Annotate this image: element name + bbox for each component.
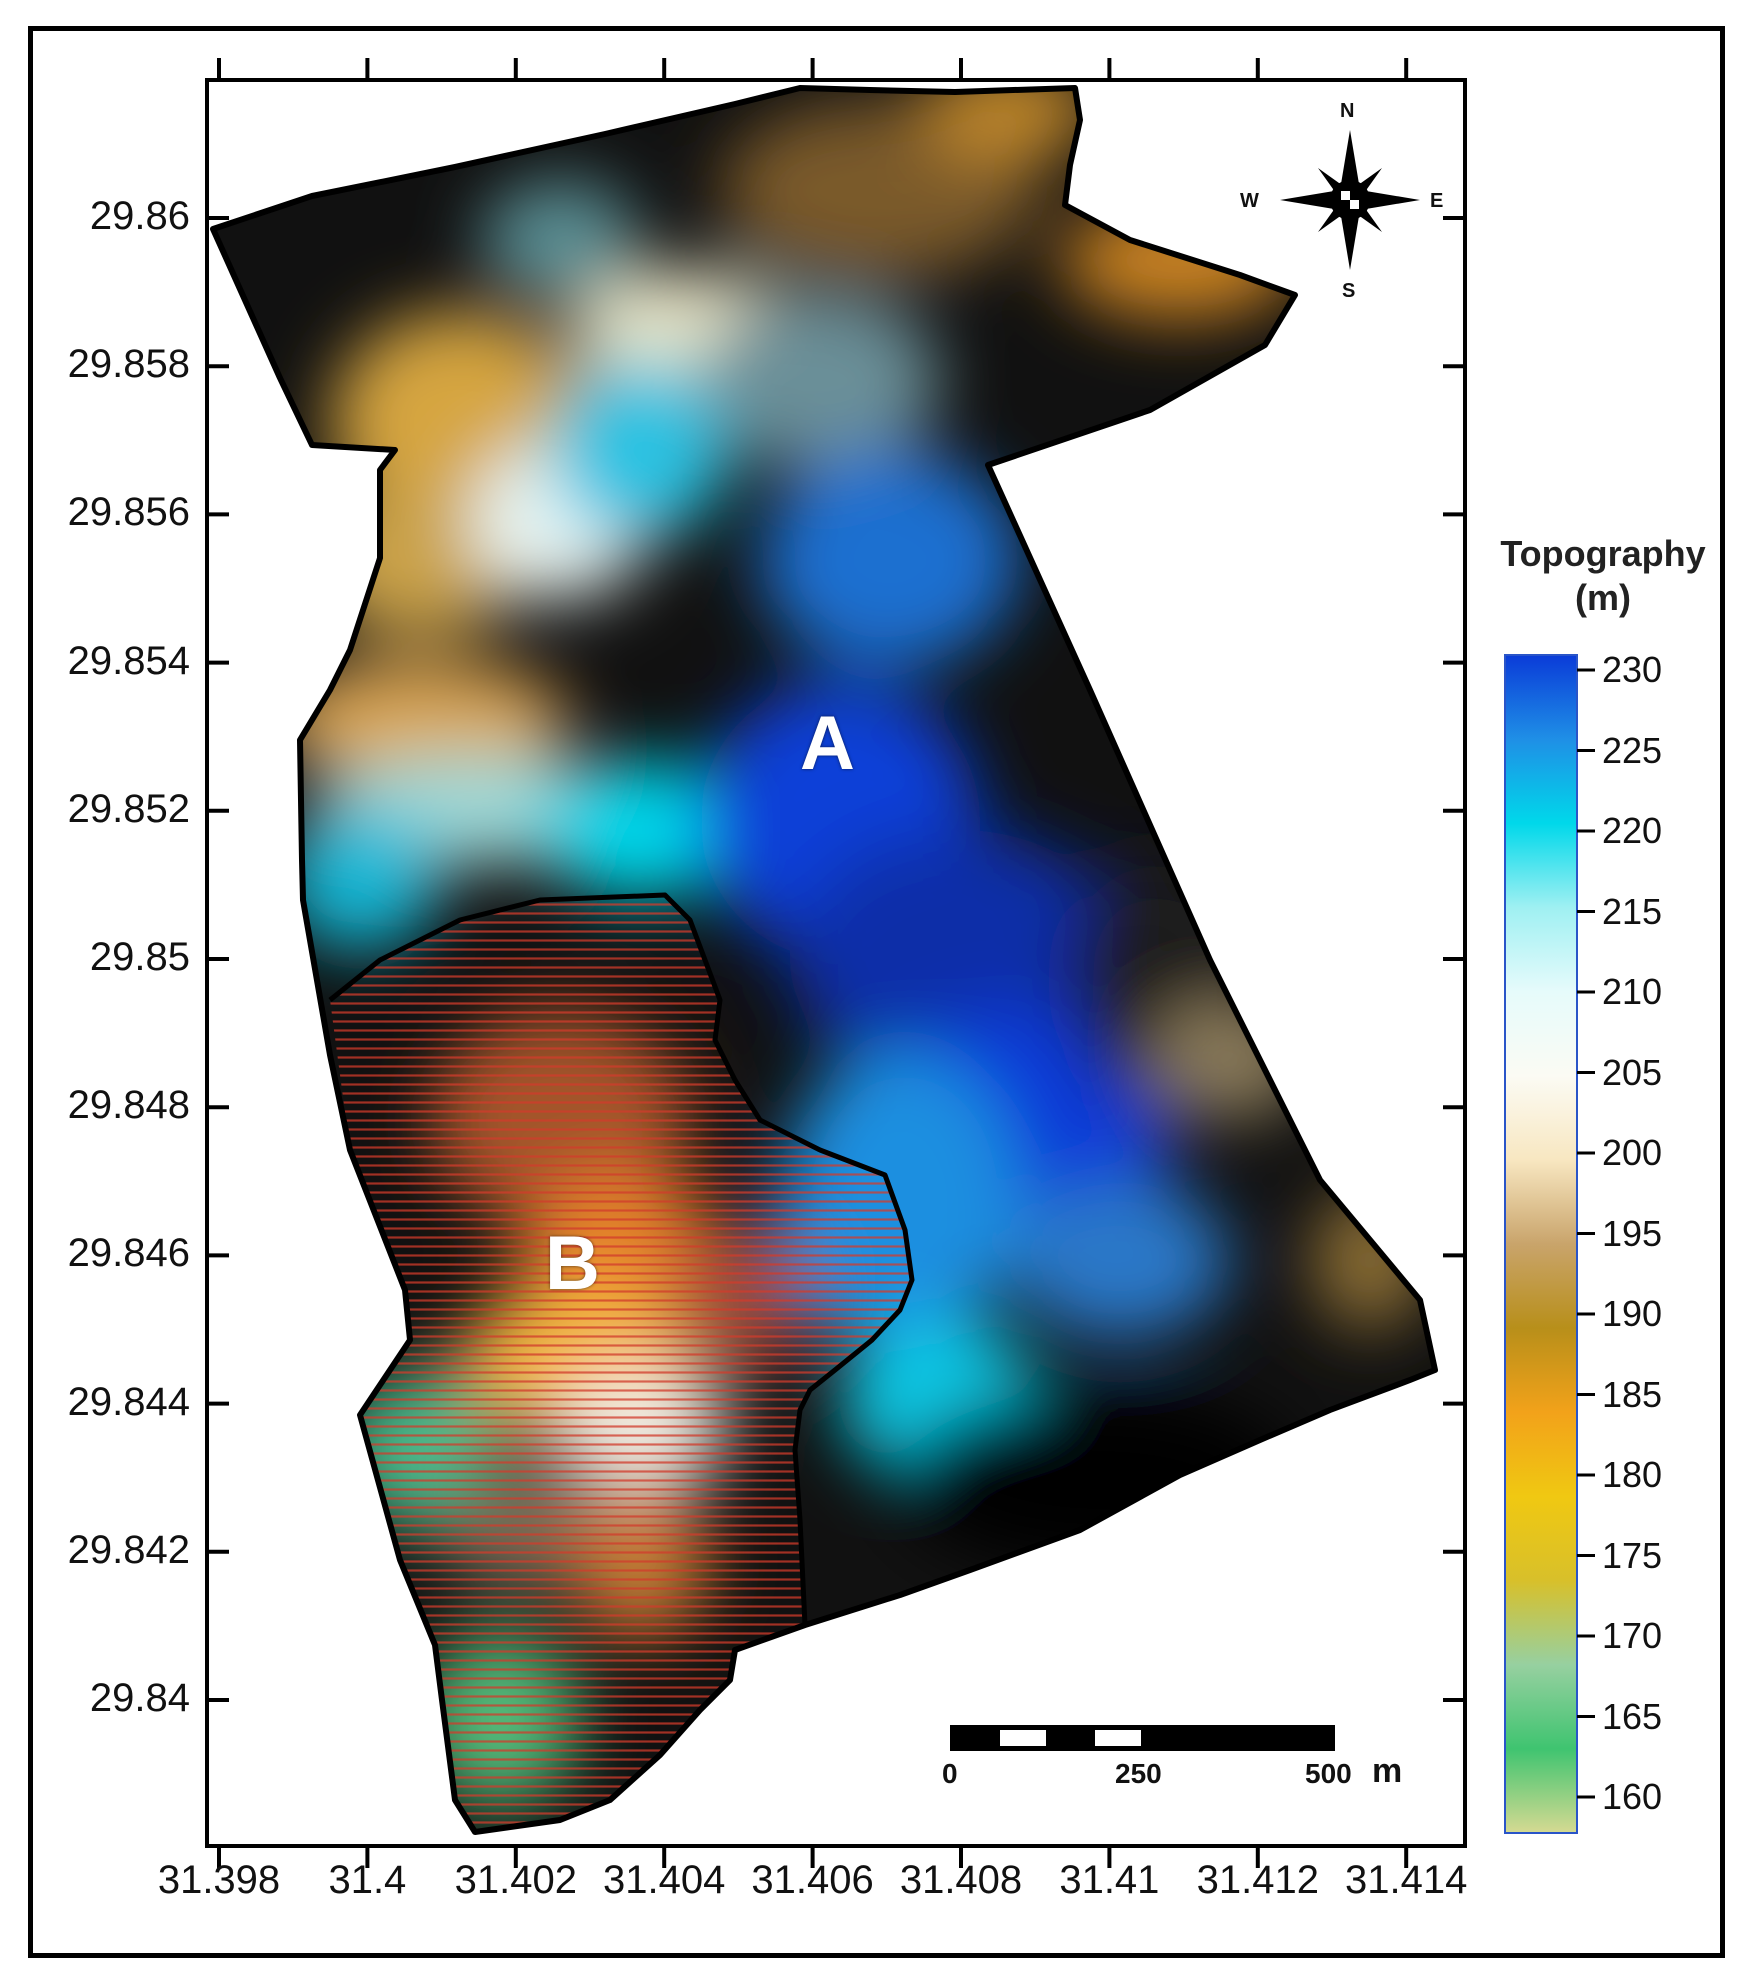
y-tick-label: 29.846 [67, 1231, 190, 1276]
colorbar-tick-label: 230 [1602, 649, 1663, 690]
y-tick-label: 29.84 [89, 1676, 190, 1720]
region-label-b: B [545, 1221, 600, 1306]
colorbar-ticks [1577, 668, 1595, 1799]
colorbar-tick-label: 195 [1602, 1212, 1663, 1254]
compass-north-label: N [1340, 100, 1355, 122]
x-tick-label: 31.406 [751, 1858, 874, 1902]
colorbar-tick-label: 170 [1602, 1615, 1663, 1656]
site-boundary [210, 85, 1438, 1835]
compass-east-label: E [1430, 190, 1444, 212]
y-tick-label: 29.856 [67, 490, 190, 535]
scale-label-250: 250 [1115, 1758, 1162, 1789]
scale-unit: m [1372, 1752, 1403, 1790]
region-b-boundary [328, 892, 915, 1626]
x-axis-ticks [217, 58, 1409, 1868]
legend-title-line1: Topography [1500, 533, 1706, 574]
colorbar-tick-label: 210 [1602, 971, 1663, 1012]
compass-west-label: W [1240, 190, 1259, 212]
colorbar-tick-label: 200 [1602, 1132, 1663, 1173]
colorbar-tick-label: 160 [1602, 1776, 1663, 1817]
scale-bar [950, 1725, 1335, 1751]
y-tick-label: 29.86 [89, 194, 190, 238]
y-tick-label: 29.85 [89, 935, 190, 979]
y-tick-label: 29.844 [67, 1379, 190, 1424]
x-tick-label: 31.404 [603, 1858, 726, 1902]
x-tick-label: 31.408 [899, 1858, 1023, 1902]
scale-label-0: 0 [942, 1758, 958, 1789]
colorbar-tick-label: 180 [1602, 1454, 1663, 1495]
region-label-a: A [800, 701, 855, 786]
y-axis-ticks [207, 216, 1465, 1702]
colorbar-tick-label: 215 [1602, 890, 1663, 932]
colorbar-tick-label: 185 [1602, 1373, 1663, 1415]
legend-title-line2: (m) [1575, 577, 1631, 618]
y-tick-label: 29.848 [67, 1083, 190, 1128]
colorbar-tick-label: 225 [1602, 729, 1663, 771]
compass-south-label: S [1342, 280, 1356, 302]
colorbar [1504, 654, 1578, 1834]
y-tick-label: 29.842 [67, 1527, 190, 1572]
x-tick-label: 31.414 [1345, 1858, 1468, 1902]
legend-title: Topography (m) [1468, 532, 1738, 620]
x-tick-label: 31.41 [1059, 1858, 1160, 1902]
plot-area-border [205, 78, 1467, 1848]
x-tick-label: 31.398 [157, 1858, 281, 1902]
north-arrow-compass-icon [1280, 130, 1420, 270]
x-tick-label: 31.402 [454, 1858, 577, 1902]
y-tick-label: 29.858 [67, 342, 190, 387]
colorbar-tick-label: 190 [1602, 1293, 1663, 1334]
colorbar-tick-label: 205 [1602, 1051, 1663, 1093]
x-tick-label: 31.412 [1196, 1858, 1319, 1902]
y-tick-label: 29.852 [67, 786, 190, 831]
scale-label-500: 500 [1305, 1758, 1352, 1789]
y-tick-label: 29.854 [67, 638, 190, 683]
x-tick-label: 31.4 [328, 1858, 407, 1902]
colorbar-tick-label: 220 [1602, 810, 1663, 851]
colorbar-tick-label: 175 [1602, 1534, 1663, 1576]
colorbar-tick-label: 165 [1602, 1695, 1663, 1737]
